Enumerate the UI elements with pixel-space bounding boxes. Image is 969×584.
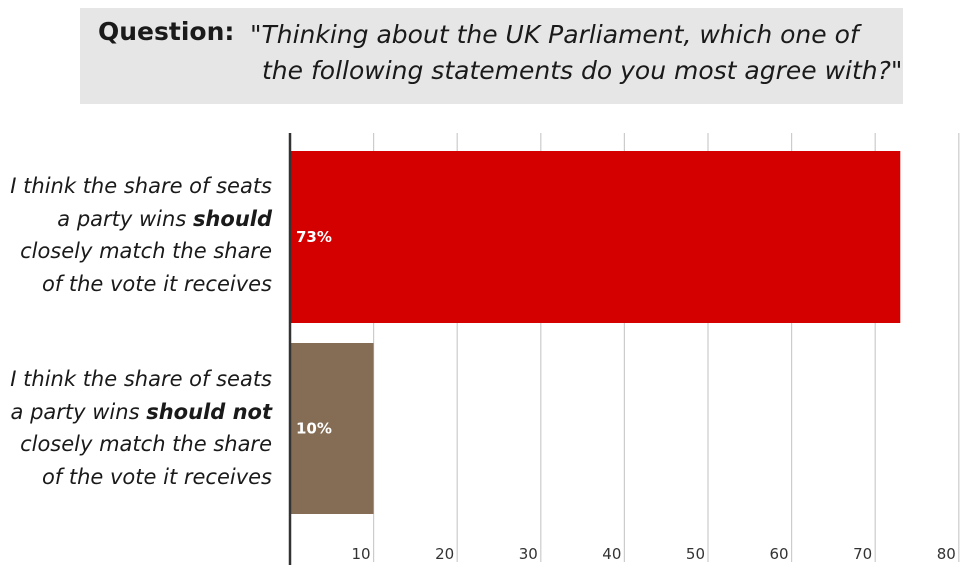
category-label-2-line-3: closely match the share xyxy=(0,428,272,461)
x-tick-label-50: 50 xyxy=(686,545,705,563)
category-label-text: I think the share of seats xyxy=(10,174,272,198)
category-label-1-line-4: of the vote it receives xyxy=(0,268,272,301)
question-text-line-1: "Thinking about the UK Parliament, which… xyxy=(250,20,859,49)
bar-2 xyxy=(290,343,374,514)
x-tick-label-10: 10 xyxy=(352,545,371,563)
category-label-emphasis: should not xyxy=(146,399,272,424)
category-label-1: I think the share of seats a party wins s… xyxy=(0,170,272,300)
bar-1 xyxy=(290,151,901,323)
question-text: "Thinking about the UK Parliament, which… xyxy=(250,17,903,89)
category-label-text: closely match the share xyxy=(20,239,272,263)
category-label-emphasis: should xyxy=(192,206,272,231)
x-tick-label-70: 70 xyxy=(853,545,872,563)
data-label-2: 10% xyxy=(296,420,332,438)
category-label-text: of the vote it receives xyxy=(41,464,272,489)
category-label-2-line-2: a party wins should not xyxy=(0,396,272,429)
category-label-text: closely match the share xyxy=(20,432,272,456)
x-tick-label-20: 20 xyxy=(435,545,454,563)
x-tick-label-40: 40 xyxy=(602,545,621,563)
question-label: Question: xyxy=(98,17,235,46)
category-label-2: I think the share of seats a party wins s… xyxy=(0,363,272,493)
data-label-1: 73% xyxy=(296,228,332,246)
category-label-text: a party wins xyxy=(57,206,193,231)
category-label-1-line-3: closely match the share xyxy=(0,235,272,268)
x-tick-label-60: 60 xyxy=(770,545,789,563)
x-tick-label-80: 80 xyxy=(937,545,956,563)
category-label-1-line-1: I think the share of seats xyxy=(0,170,272,203)
category-label-text: of the vote it receives xyxy=(41,271,272,296)
category-label-text: I think the share of seats xyxy=(10,367,272,391)
question-box: Question: "Thinking about the UK Parliam… xyxy=(80,8,903,104)
category-label-2-line-4: of the vote it receives xyxy=(0,461,272,494)
category-label-1-line-2: a party wins should xyxy=(0,203,272,236)
category-label-2-line-1: I think the share of seats xyxy=(0,363,272,396)
category-label-text: a party wins xyxy=(10,399,147,424)
question-text-line-2: the following statements do you most agr… xyxy=(262,56,903,85)
x-tick-label-30: 30 xyxy=(519,545,538,563)
